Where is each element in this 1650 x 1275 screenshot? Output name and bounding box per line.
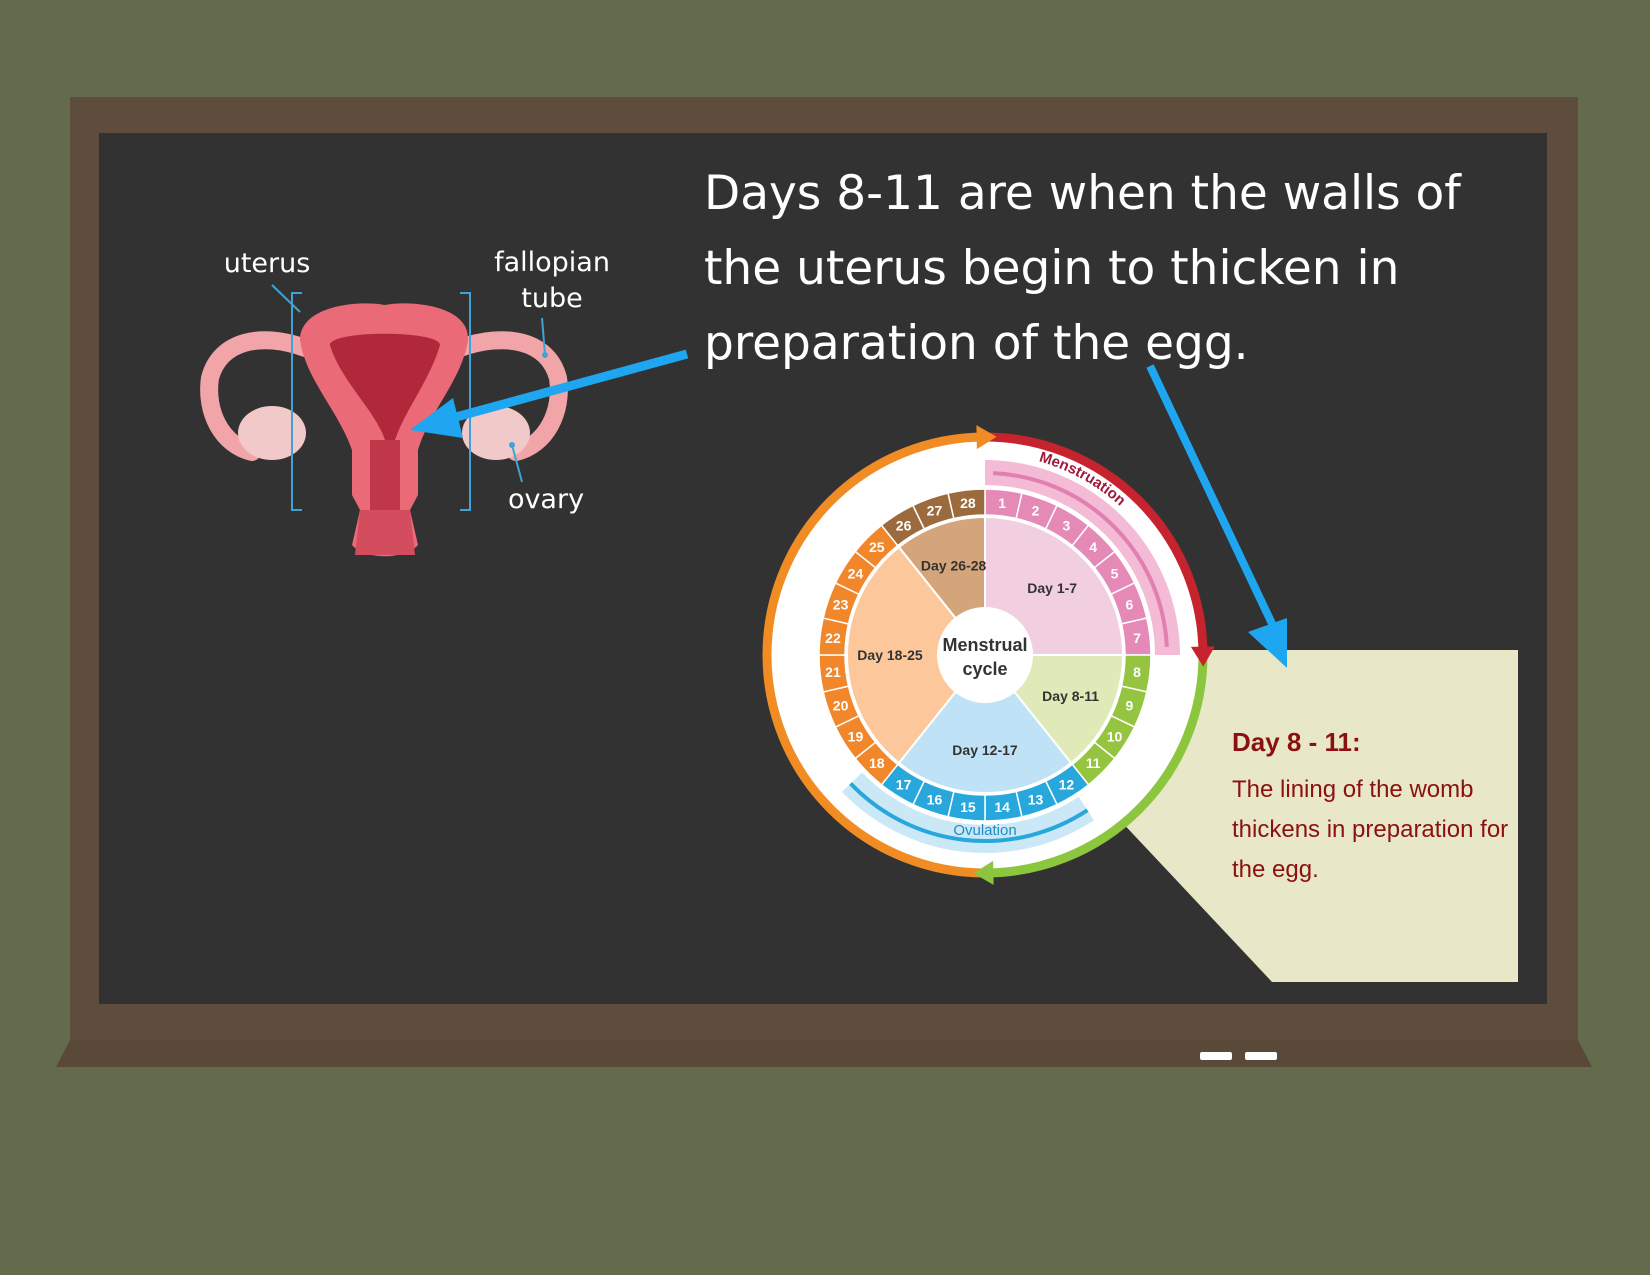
- phase-label-2: Day 8-11: [1042, 688, 1099, 704]
- phase-sector-1: [984, 515, 1125, 656]
- arrow-to-uterus-line: [443, 349, 689, 425]
- arrow-to-uterus-head: [410, 398, 463, 438]
- phase-sector-3: [897, 653, 1073, 794]
- day-number-6: 6: [1126, 596, 1134, 612]
- day-number-8: 8: [1133, 664, 1141, 680]
- chalk-piece-1[interactable]: [1200, 1052, 1232, 1060]
- growth-outer-arc: [984, 654, 1208, 878]
- phase-label-3: Day 12-17: [952, 742, 1018, 758]
- day-number-11: 11: [1086, 755, 1101, 771]
- menstrual-cycle-wheel: 1 234567891011121314151617181920212223242…: [762, 425, 1215, 885]
- label-uterus: uterus: [223, 248, 311, 279]
- heading-text: Days 8-11 are when the walls of the uter…: [704, 166, 1461, 371]
- luteal-outer-arc: [762, 432, 986, 878]
- day-number-23: 23: [833, 596, 849, 612]
- ovulation-band-stripe: [849, 782, 1089, 843]
- info-box-background: [1118, 650, 1518, 982]
- day-number-15: 15: [960, 799, 976, 815]
- phase-label-5: Day 26-28: [921, 557, 987, 573]
- day-number-10: 10: [1107, 728, 1123, 744]
- day-number-20: 20: [833, 698, 849, 714]
- day-number-26: 26: [896, 517, 912, 533]
- menstruation-band-stripe: [993, 471, 1169, 647]
- day-number-12: 12: [1059, 777, 1075, 793]
- menstruation-outer-arc: [984, 432, 1208, 656]
- chalk-piece-2[interactable]: [1245, 1052, 1277, 1060]
- day-number-17: 17: [896, 777, 912, 793]
- day-number-4: 4: [1089, 539, 1097, 555]
- day-number-19: 19: [848, 728, 864, 744]
- day-number-28: 28: [960, 495, 976, 511]
- label-fallopian-tube: fallopian tube: [494, 247, 610, 314]
- day-number-3: 3: [1063, 517, 1071, 533]
- wheel-center-title-line2: cycle: [962, 659, 1007, 679]
- arrow-to-info-head: [1248, 618, 1287, 668]
- day-number-2: 2: [1032, 503, 1040, 519]
- wheel-center: [937, 607, 1033, 703]
- ovulation-band: [841, 772, 1095, 854]
- arrow-to-info-line: [1146, 364, 1279, 632]
- day-number-5: 5: [1111, 566, 1119, 582]
- uterus-illustration: [200, 284, 568, 557]
- day-number-24: 24: [848, 566, 864, 582]
- day-number-16: 16: [927, 791, 943, 807]
- info-box-title: Day 8 - 11:: [1232, 727, 1361, 757]
- day-segment-28: [947, 488, 986, 520]
- day-number-14: 14: [994, 799, 1010, 815]
- day-number-1: 1: [998, 495, 1006, 511]
- day-number-18: 18: [869, 755, 885, 771]
- chalk-tray: [56, 1040, 1592, 1067]
- label-ovary: ovary: [507, 484, 585, 515]
- day-number-27: 27: [927, 503, 943, 519]
- info-box-body: The lining of the womb thickens in prepa…: [1232, 776, 1509, 883]
- day-number-7: 7: [1133, 630, 1141, 646]
- phase-label-1: Day 1-7: [1027, 580, 1077, 596]
- phase-sector-4: [845, 545, 987, 765]
- day-number-22: 22: [825, 630, 841, 646]
- day-number-9: 9: [1126, 698, 1134, 714]
- growth-arrowhead: [973, 860, 994, 885]
- wheel-center-title-line1: Menstrual: [942, 635, 1027, 655]
- luteal-arrowhead: [976, 425, 997, 450]
- phase-label-4: Day 18-25: [857, 647, 923, 663]
- day-number-21: 21: [825, 664, 841, 680]
- menstruation-arrowhead: [1190, 646, 1215, 667]
- day-number-25: 25: [869, 539, 885, 555]
- day-number-13: 13: [1028, 791, 1044, 807]
- ovulation-label: Ovulation: [953, 822, 1016, 839]
